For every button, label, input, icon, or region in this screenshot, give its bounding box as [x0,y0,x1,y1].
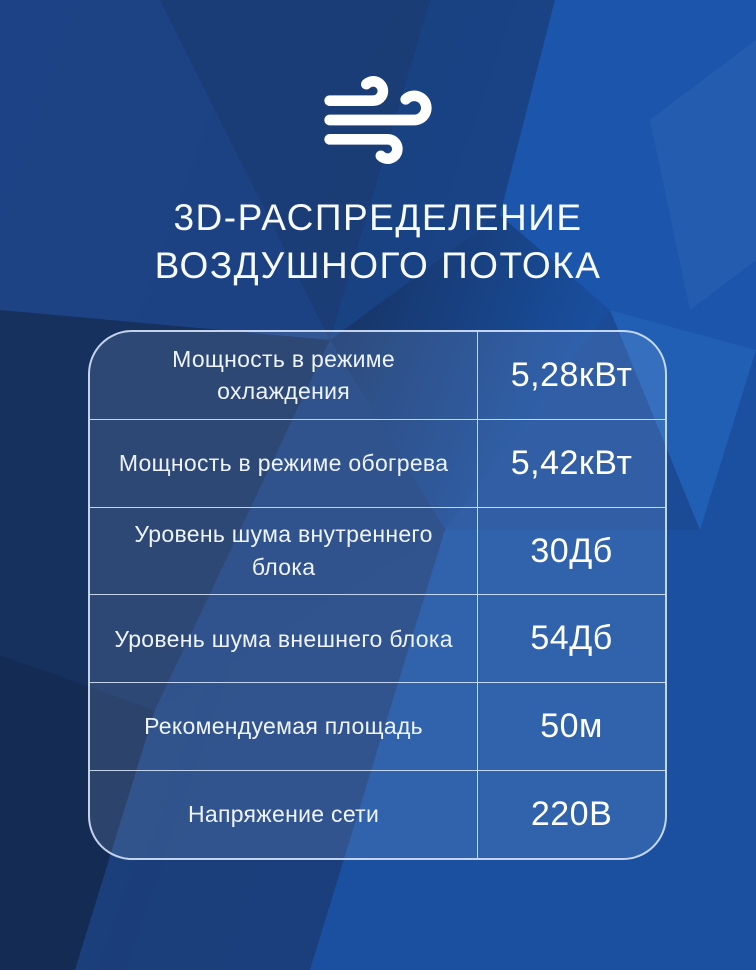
spec-value-indoor-noise: 30Дб [530,531,613,570]
spec-label-outdoor-noise: Уровень шума внешнего блока [90,595,479,683]
spec-value-cooling-power: 5,28кВт [510,355,633,394]
table-row: Уровень шума внутреннего блока 30Дб [90,506,665,595]
spec-value-mains-voltage: 220В [530,795,613,834]
page-title-line1: 3D-РАСПРЕДЕЛЕНИЕ [173,197,583,238]
spec-label-indoor-noise: Уровень шума внутреннего блока [90,507,479,595]
table-row: Мощность в режиме охлаждения 5,28кВт [90,332,665,419]
spec-table: Мощность в режиме охлаждения 5,28кВт Мощ… [88,330,667,860]
table-row: Рекомендуемая площадь 50м [90,682,665,771]
spec-value-recommended-area: 50м [540,707,603,746]
spec-value-heating-power: 5,42кВт [510,443,633,482]
spec-label-recommended-area: Рекомендуемая площадь [90,683,479,771]
spec-label-mains-voltage: Напряжение сети [90,771,479,858]
page-title: 3D-РАСПРЕДЕЛЕНИЕ ВОЗДУШНОГО ПОТОКА [0,194,756,290]
spec-value-outdoor-noise: 54Дб [530,619,613,658]
wind-icon [320,62,436,178]
table-row: Уровень шума внешнего блока 54Дб [90,594,665,683]
table-row: Напряжение сети 220В [90,770,665,858]
spec-label-cooling-power: Мощность в режиме охлаждения [90,332,479,419]
table-row: Мощность в режиме обогрева 5,42кВт [90,418,665,507]
page-title-line2: ВОЗДУШНОГО ПОТОКА [154,245,602,287]
spec-label-heating-power: Мощность в режиме обогрева [90,419,479,507]
